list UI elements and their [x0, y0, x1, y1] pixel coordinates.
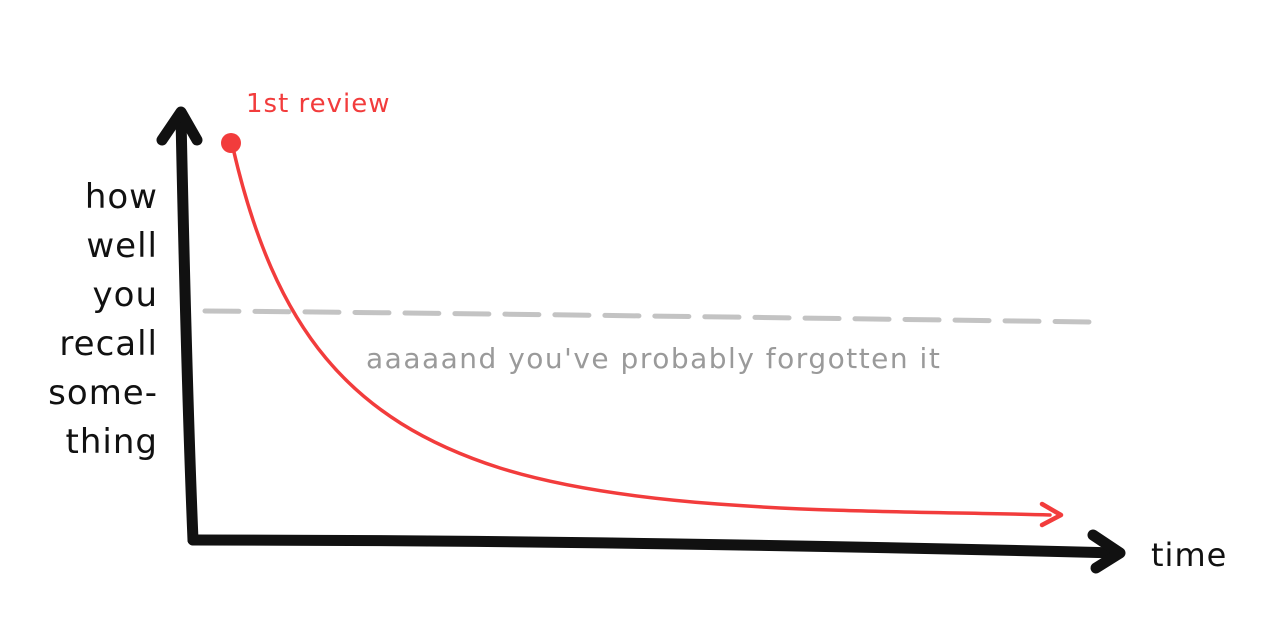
y-axis-label-line: how: [85, 177, 158, 217]
forgotten-threshold-label: aaaaand you've probably forgotten it: [366, 342, 941, 375]
review-label: 1st review: [246, 89, 391, 119]
y-axis-label-line: you: [93, 275, 158, 315]
y-axis-label-line: recall: [59, 324, 158, 364]
y-axis-label: how well you recall some- thing: [48, 177, 158, 462]
review-point: [221, 133, 241, 153]
y-axis-label-line: some-: [48, 373, 158, 413]
x-axis-line: [193, 540, 1118, 553]
y-axis-line: [181, 118, 193, 540]
x-axis-label: time: [1151, 536, 1227, 574]
forgetting-curve: [233, 148, 1050, 515]
y-axis-label-line: thing: [66, 422, 158, 462]
forgotten-threshold-line: [205, 311, 1090, 322]
y-axis-label-line: well: [86, 226, 158, 266]
